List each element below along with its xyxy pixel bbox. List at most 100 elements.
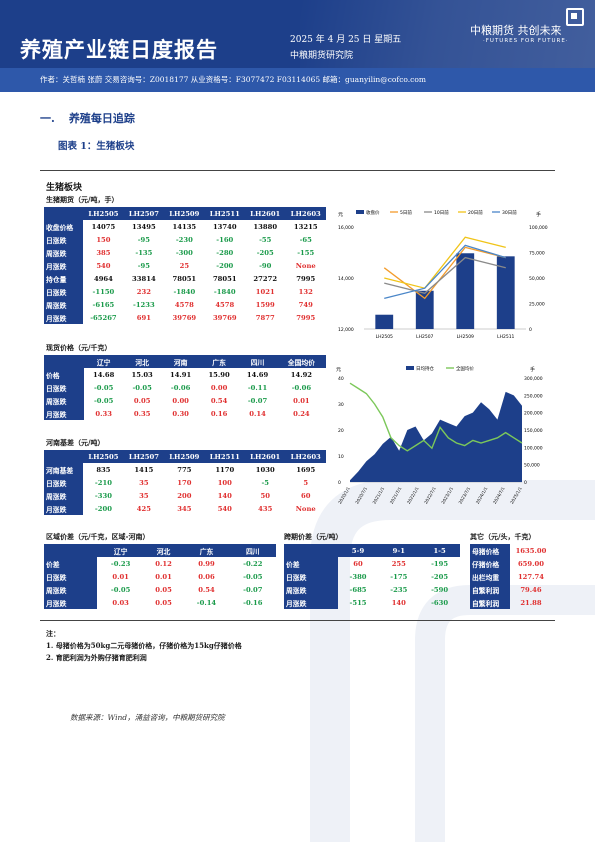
table-cell: 385 — [96, 248, 111, 257]
table-cell: 0.30 — [172, 409, 189, 418]
table-cell: 25 — [179, 261, 190, 270]
section-heading: 一. 养殖每日追踪 — [40, 112, 135, 125]
table-row: 价差 60 255 -195 — [284, 557, 460, 570]
table-row: 持仓量 4964 33814 78051 78051 27272 7995 — [44, 272, 326, 285]
table-cell: 0.14 — [249, 409, 266, 418]
table-row: 价差 -0.23 0.12 0.99 -0.22 — [44, 557, 276, 570]
corner-cell — [44, 207, 84, 220]
table-cell: 835 — [96, 465, 111, 474]
x-tick-label: 2021/7/1 — [389, 486, 403, 505]
column-header: 四川 — [238, 355, 277, 368]
table-cell: 140 — [217, 491, 232, 500]
y2-tick-label: 25,000 — [529, 302, 545, 308]
table-cell: 4578 — [174, 300, 194, 309]
column-header: LH2601 — [245, 450, 286, 463]
table-cell: 0.03 — [112, 598, 129, 607]
series-line — [384, 256, 506, 295]
column-header: LH2509 — [164, 450, 205, 463]
table-cell: -0.16 — [243, 598, 263, 607]
x-tick-label: LH2505 — [376, 334, 393, 340]
row-label: 月涨跌 — [44, 259, 84, 272]
column-header: 辽宁 — [84, 355, 123, 368]
table-cell: -55 — [259, 235, 272, 244]
x-tick-label: 2025/1/1 — [509, 486, 523, 505]
series-line — [349, 382, 523, 452]
spread-label: 跨期价差（元/吨） — [284, 532, 343, 541]
table-cell: 0.54 — [198, 585, 215, 594]
row-label: 周涨跌 — [44, 394, 85, 407]
table-row: 自繁利润 79.46 — [470, 583, 552, 596]
row-label: 日涨跌 — [44, 476, 84, 489]
column-header: LH2511 — [204, 450, 246, 463]
x-tick-label: 2020/7/1 — [354, 486, 368, 505]
table-cell: -0.06 — [170, 383, 191, 392]
table-cell: 7877 — [255, 313, 275, 322]
table-cell: -515 — [349, 598, 367, 607]
table-row: 月涨跌 -200 425 345 540 435 None — [44, 502, 326, 515]
y-axis-title: 元 — [336, 367, 341, 373]
table-cell: -235 — [390, 585, 408, 594]
bar — [456, 253, 475, 329]
table-cell: 39769 — [172, 313, 197, 322]
table-cell: 50 — [260, 491, 270, 500]
x-tick-label: 2022/7/1 — [423, 486, 437, 505]
table-cell: 1021 — [255, 287, 275, 296]
row-label: 母猪价格 — [470, 544, 510, 557]
legend-label: 10日前 — [434, 209, 449, 216]
corner-cell — [44, 544, 98, 557]
table-cell: 78051 — [212, 274, 237, 283]
table-cell: 691 — [136, 313, 151, 322]
table-cell: -0.11 — [247, 383, 268, 392]
row-label: 自繁利润 — [470, 583, 510, 596]
table-cell: -685 — [349, 585, 367, 594]
corner-cell — [44, 450, 84, 463]
y2-tick-label: 75,000 — [529, 251, 545, 257]
legend-label: 5日前 — [400, 209, 412, 216]
row-label: 持仓量 — [44, 272, 84, 285]
x-tick-label: LH2511 — [497, 334, 514, 340]
table-cell: -630 — [431, 598, 449, 607]
table-cell: 21.88 — [520, 598, 542, 607]
table-cell: -205 — [431, 572, 449, 581]
table-cell: 0.01 — [112, 572, 129, 581]
table-cell: 132 — [298, 287, 313, 296]
table-cell: 0.16 — [210, 409, 228, 418]
series-line — [384, 236, 506, 289]
table-row: 日涨跌 0.01 0.01 0.06 -0.05 — [44, 570, 276, 583]
spot-label: 现货价格（元/千克） — [46, 343, 112, 352]
table-cell: 0.00 — [172, 396, 189, 405]
row-label: 月涨跌 — [44, 407, 85, 420]
table-cell: -1233 — [133, 300, 155, 309]
table-row: 日涨跌 -0.05 -0.05 -0.06 0.00 -0.11 -0.06 — [44, 381, 326, 394]
row-label: 周涨跌 — [284, 583, 338, 596]
table-cell: 60 — [301, 491, 311, 500]
table-cell: None — [295, 261, 316, 270]
row-label: 日涨跌 — [44, 233, 84, 246]
report-header: 养殖产业链日度报告 2025 年 4 月 25 日 星期五 中粮期货研究院 中粮… — [0, 0, 595, 92]
futures-chart: 元 手 12,000 14,000 16,000 0 25,000 50,000 75,000 1… — [338, 209, 548, 340]
table-cell: 35 — [139, 491, 149, 500]
y2-axis-title: 手 — [530, 366, 535, 373]
column-header: 河北 — [122, 355, 162, 368]
legend-swatch — [406, 366, 414, 370]
table-cell: 14.92 — [290, 370, 313, 379]
column-header: LH2505 — [83, 207, 124, 220]
column-header: 广东 — [183, 544, 230, 557]
table-cell: 345 — [177, 504, 192, 513]
row-label: 价差 — [284, 557, 338, 570]
row-label: 周涨跌 — [44, 298, 84, 311]
report-institute: 中粮期货研究院 — [290, 51, 354, 61]
table-cell: 0.05 — [155, 598, 172, 607]
x-tick-label: LH2507 — [416, 334, 433, 340]
table-cell: -200 — [94, 504, 112, 513]
table-cell: -155 — [297, 248, 315, 257]
table-cell: 13740 — [212, 222, 237, 231]
table-cell: -0.05 — [243, 572, 263, 581]
table-row: 日涨跌 -1150 232 -1840 -1840 1021 132 — [44, 285, 326, 298]
table-cell: 4578 — [215, 300, 235, 309]
row-label: 周涨跌 — [44, 246, 84, 259]
table-cell: 0.54 — [210, 396, 228, 405]
row-label: 日涨跌 — [44, 381, 85, 394]
table-cell: 1030 — [255, 465, 275, 474]
